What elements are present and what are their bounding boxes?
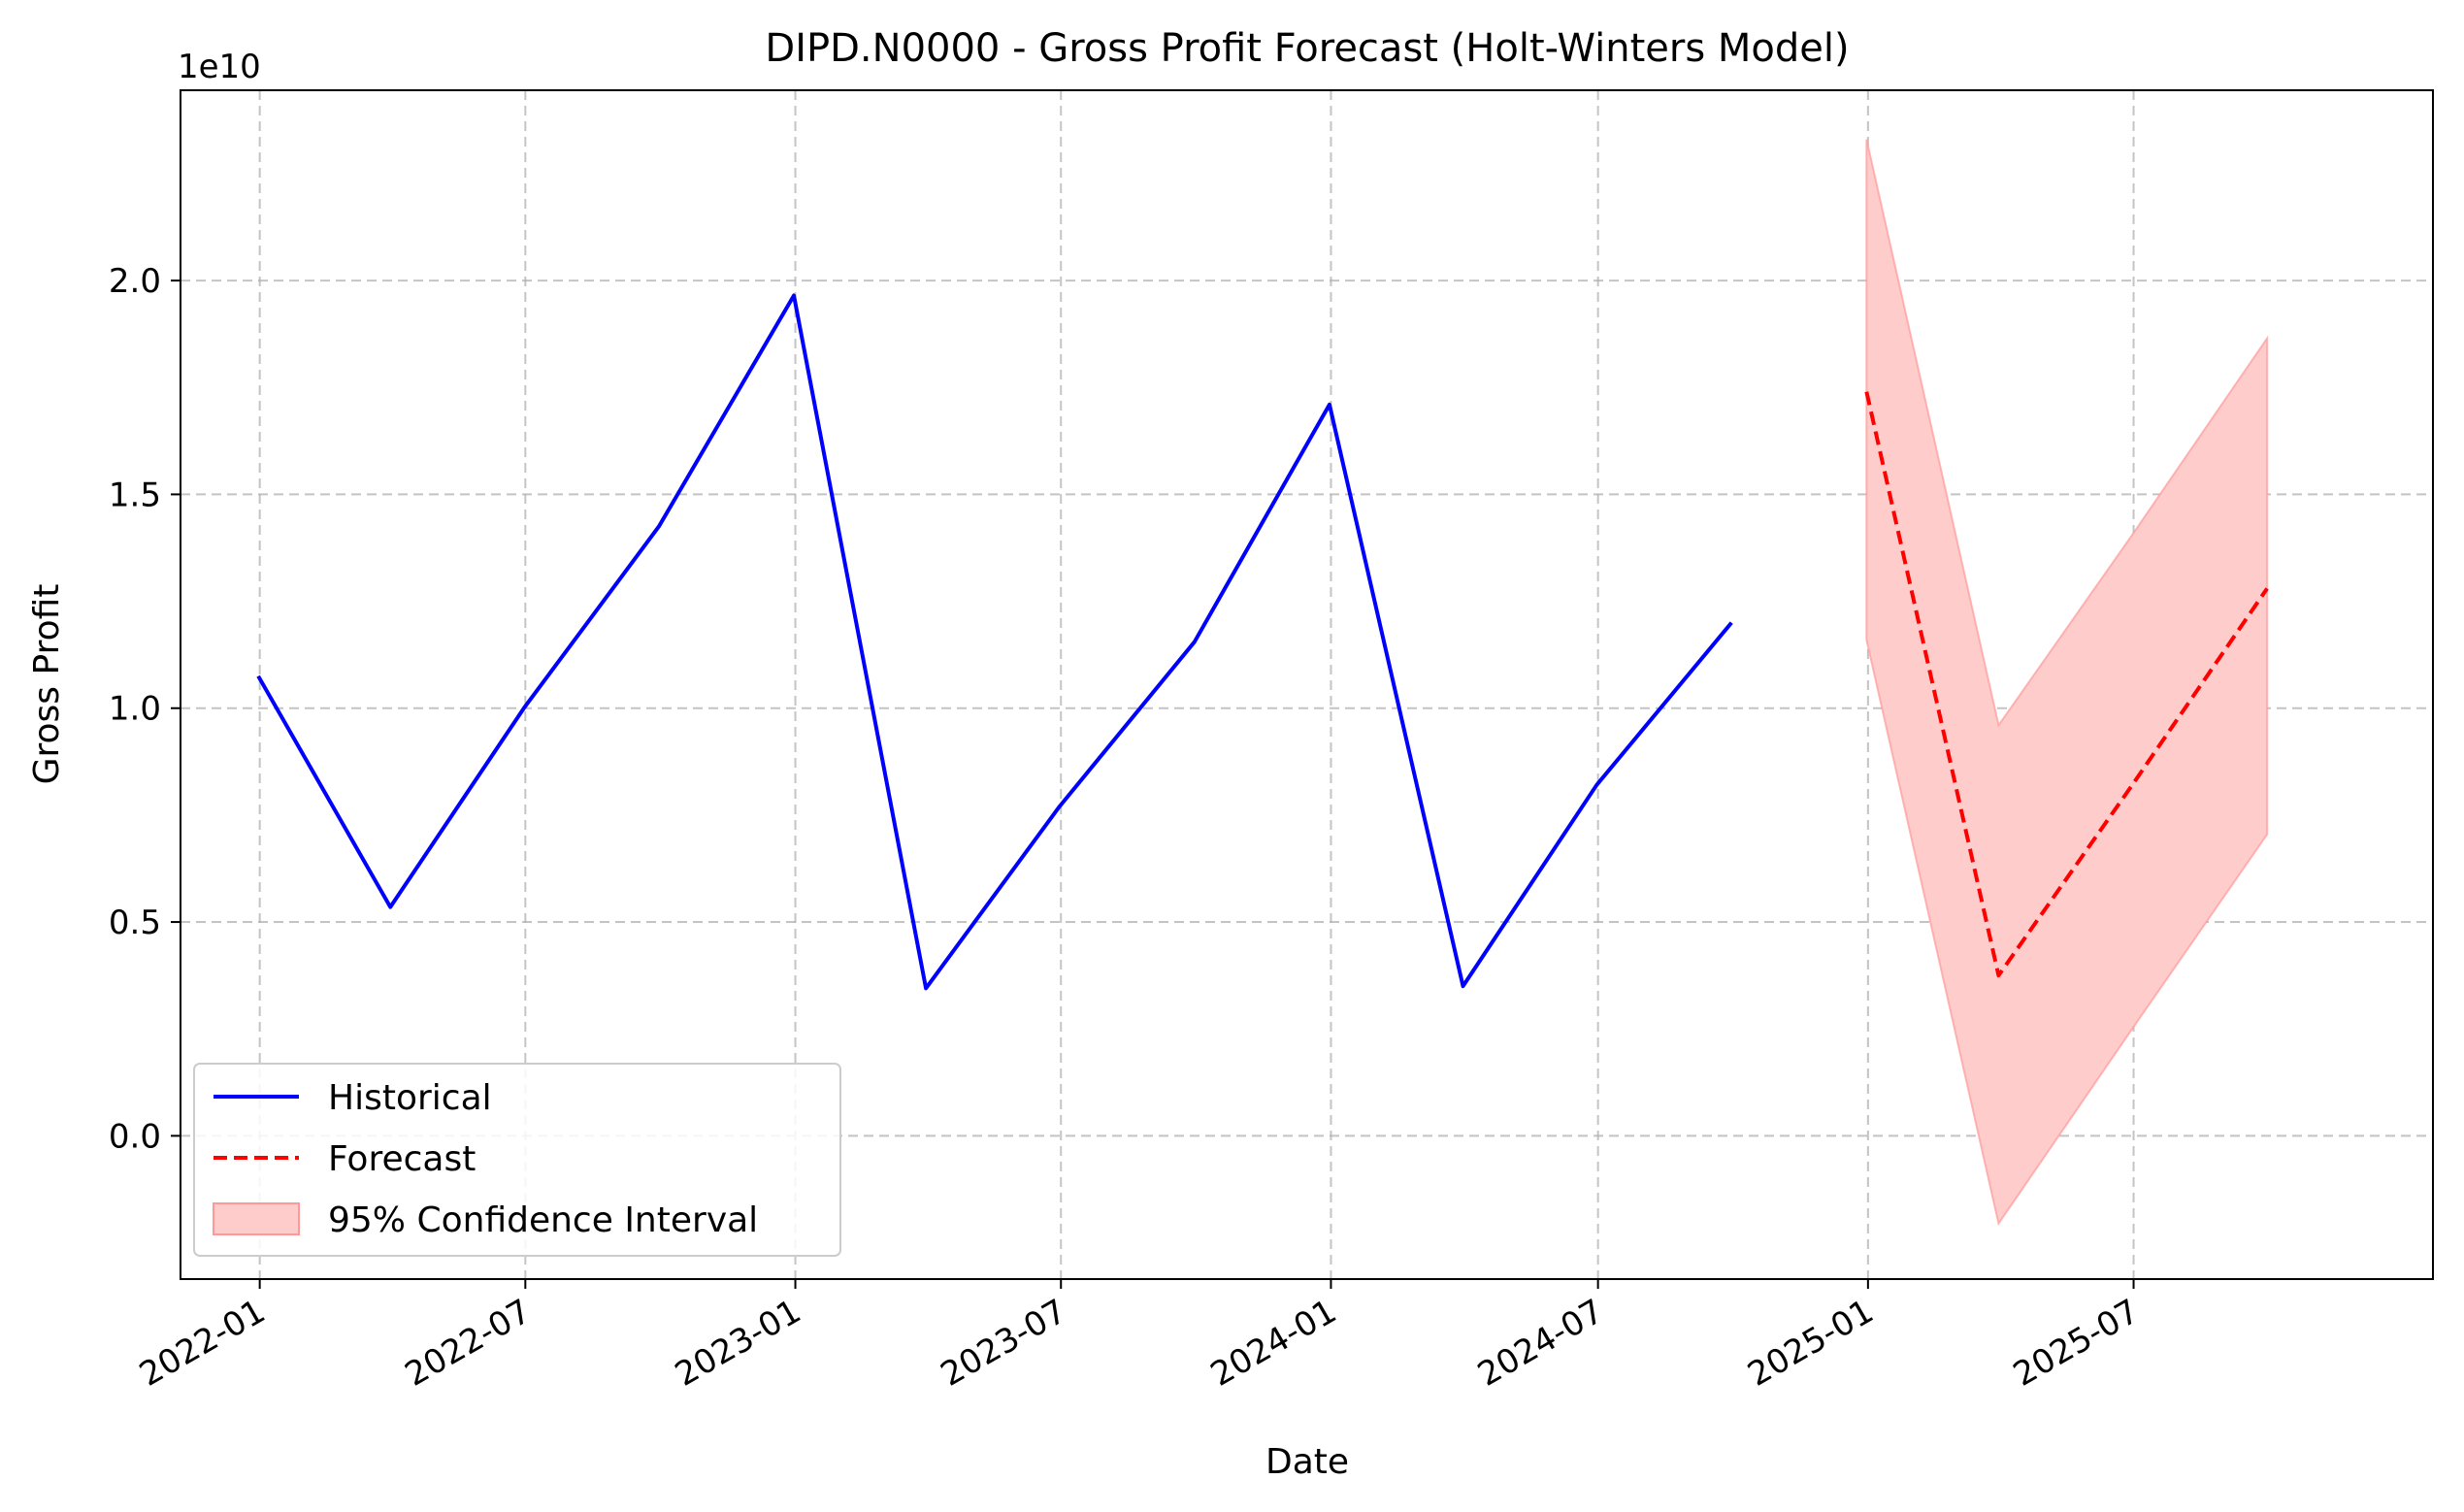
y-axis-label: Gross Profit: [27, 584, 67, 785]
y-tick-label: 0.0: [109, 1117, 161, 1156]
legend-forecast-label: Forecast: [328, 1139, 476, 1179]
legend-historical-label: Historical: [328, 1078, 492, 1118]
plot-area-frame: [180, 89, 2434, 1280]
confidence-band: [1865, 139, 2269, 1227]
y-axis-ticks: 0.0 0.5 1.0 1.5 2.0: [109, 262, 181, 1156]
confidence-band-layer: [1865, 139, 2269, 1227]
y-tick-label: 1.5: [109, 476, 161, 514]
series-line-forecast: [1864, 391, 2269, 978]
series-line-historical: [256, 293, 1733, 991]
y-tick-label: 2.0: [109, 262, 161, 301]
y-tick-label: 1.0: [109, 690, 161, 729]
legend-confidence-label: 95% Confidence Interval: [328, 1200, 758, 1240]
y-axis-offset-text: 1e10: [178, 48, 261, 86]
chart-title: DIPD.N0000 - Gross Profit Forecast (Holt…: [765, 26, 1849, 71]
series-layer: [256, 293, 2269, 991]
legend-frame: [193, 1063, 841, 1257]
legend-confidence-swatch: [213, 1202, 300, 1235]
legend: Historical Forecast 95% Confidence Inter…: [193, 1063, 841, 1257]
x-axis-label: Date: [1265, 1442, 1349, 1482]
y-tick-label: 0.5: [109, 904, 161, 942]
